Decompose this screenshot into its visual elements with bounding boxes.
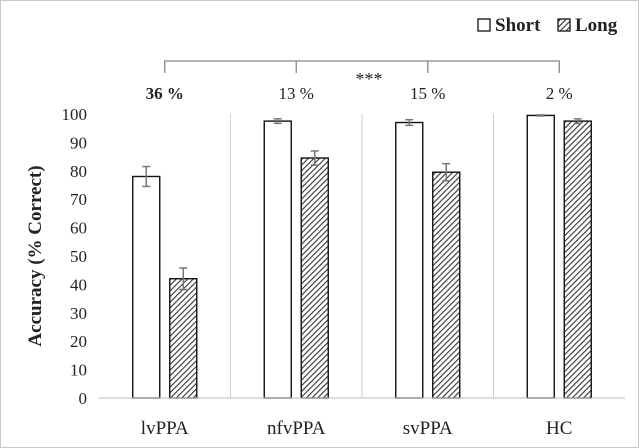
bar-short-nfvppa: [263, 120, 292, 399]
legend-swatch-short: [477, 18, 491, 32]
y-tick-label: 60: [70, 219, 87, 238]
legend-label-short: Short: [495, 15, 541, 36]
percent-difference-label: 15 %: [410, 84, 445, 103]
category-label: HC: [546, 418, 572, 439]
y-tick-label: 50: [70, 247, 87, 266]
bar-long-nfvppa: [300, 157, 329, 399]
y-tick-label: 100: [62, 105, 88, 124]
y-tick-label: 10: [70, 361, 87, 380]
bar-long-hc: [563, 120, 592, 399]
percent-difference-label: 36 %: [146, 84, 184, 103]
y-axis-label: Accuracy (% Correct): [25, 165, 46, 346]
category-label: lvPPA: [141, 418, 189, 439]
y-tick-label: 40: [70, 275, 87, 294]
bar-short-lvppa: [132, 175, 161, 399]
y-tick-label: 20: [70, 332, 87, 351]
y-tick-label: 90: [70, 133, 87, 152]
y-tick-label: 0: [79, 389, 88, 408]
bar-short-hc: [526, 114, 555, 399]
bar-long-svppa: [432, 171, 461, 399]
y-tick-label: 30: [70, 304, 87, 323]
legend-label-long: Long: [575, 15, 618, 36]
legend-swatch-long: [557, 18, 571, 32]
y-tick-label: 80: [70, 162, 87, 181]
y-tick-label: 70: [70, 190, 87, 209]
significance-bracket: [164, 60, 560, 73]
category-label: nfvPPA: [267, 418, 326, 439]
bar-short-svppa: [395, 121, 424, 399]
percent-difference-label: 13 %: [279, 84, 314, 103]
significance-marker: ***: [356, 69, 383, 89]
bar-long-lvppa: [169, 278, 198, 399]
percent-difference-label: 2 %: [546, 84, 573, 103]
category-label: svPPA: [403, 418, 453, 439]
